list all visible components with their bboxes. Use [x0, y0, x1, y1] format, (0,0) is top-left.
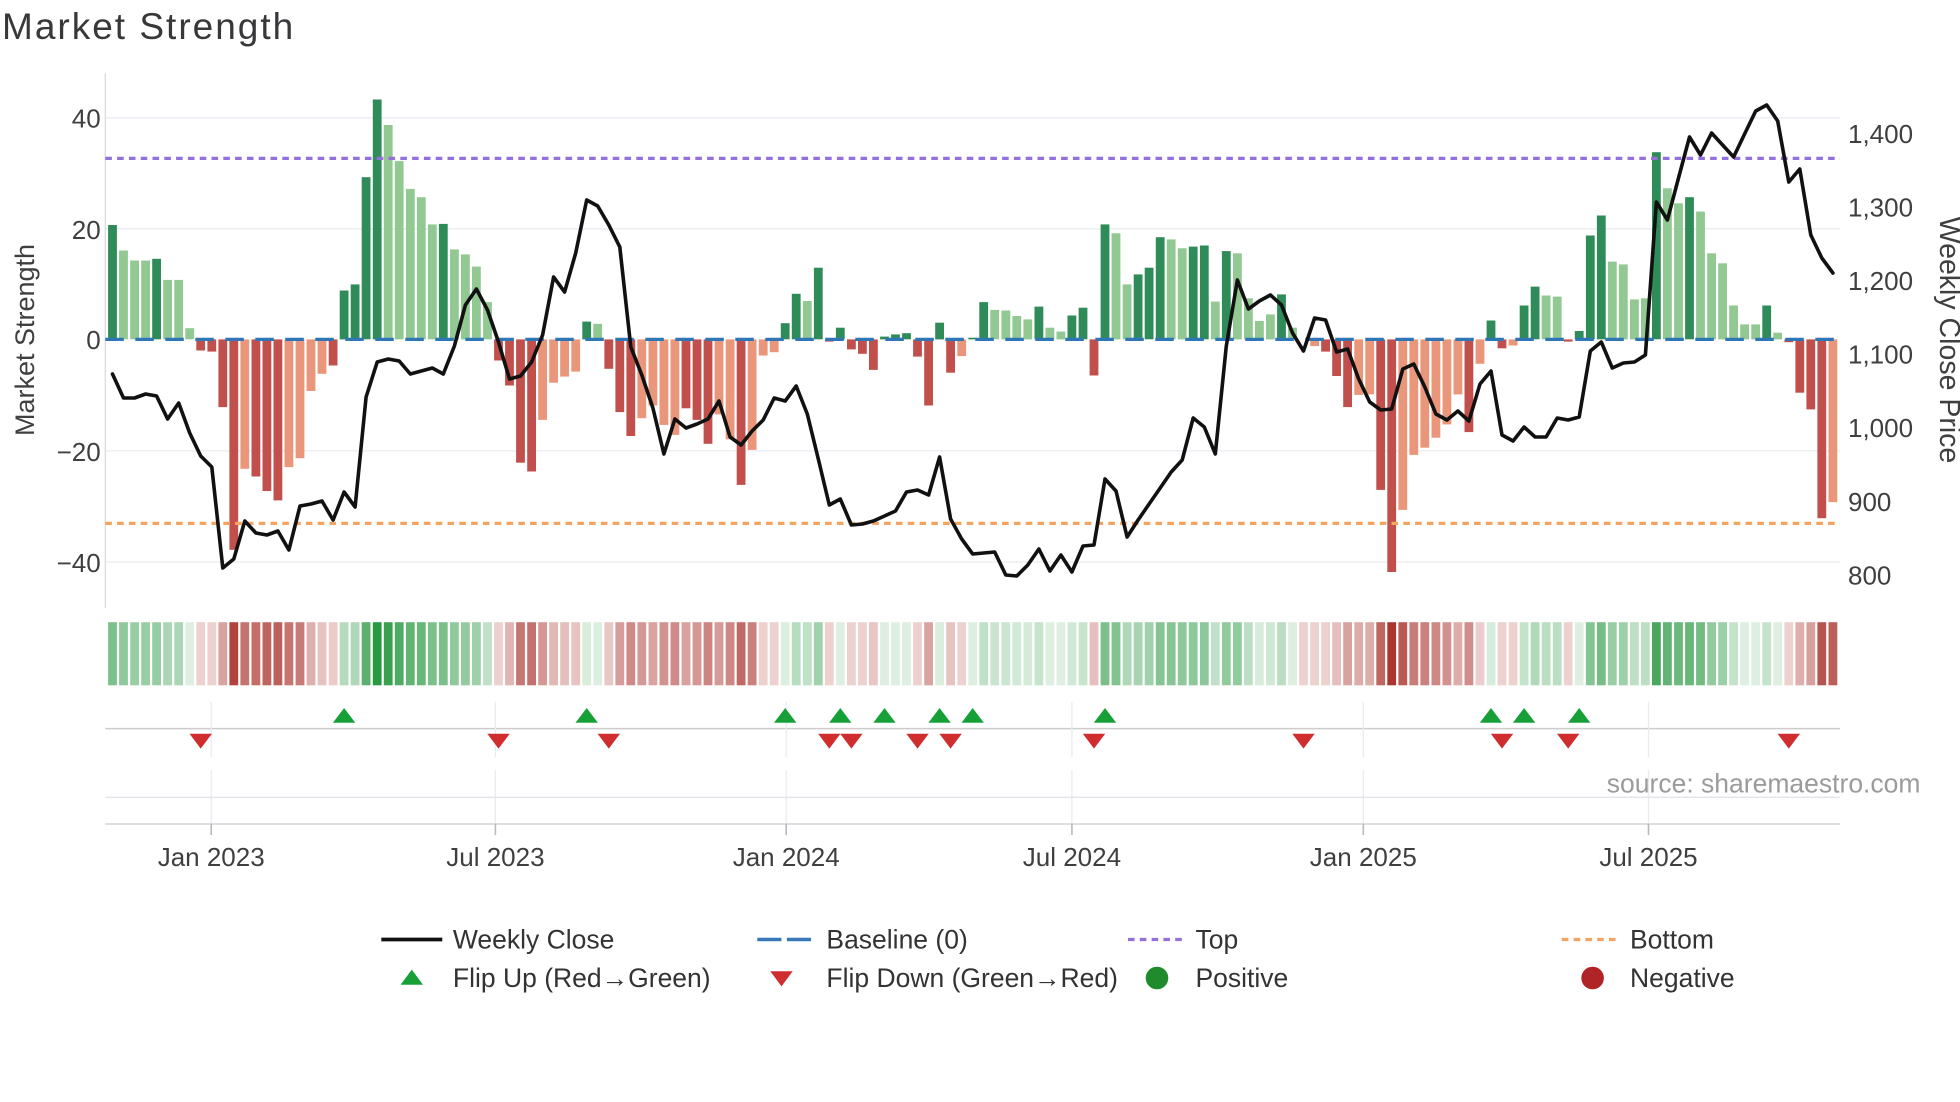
svg-text:source: sharemaestro.com: source: sharemaestro.com [1607, 769, 1921, 799]
svg-text:−20: −20 [57, 437, 101, 467]
svg-text:0: 0 [86, 325, 100, 355]
svg-text:Jan 2025: Jan 2025 [1310, 842, 1417, 872]
svg-text:Negative: Negative [1630, 963, 1735, 993]
svg-text:1,000: 1,000 [1848, 413, 1913, 443]
svg-text:−40: −40 [57, 548, 101, 578]
svg-text:Flip Up (Red→Green): Flip Up (Red→Green) [453, 963, 711, 993]
svg-text:Jul 2024: Jul 2024 [1023, 842, 1121, 872]
svg-text:Top: Top [1196, 925, 1239, 955]
svg-text:Jan 2024: Jan 2024 [733, 842, 840, 872]
svg-text:1,400: 1,400 [1848, 119, 1913, 149]
svg-text:1,300: 1,300 [1848, 193, 1913, 223]
svg-text:900: 900 [1848, 487, 1891, 517]
svg-text:Weekly Close: Weekly Close [453, 925, 615, 955]
svg-text:1,200: 1,200 [1848, 266, 1913, 296]
svg-text:40: 40 [72, 104, 101, 134]
svg-text:Jul 2025: Jul 2025 [1599, 842, 1697, 872]
svg-text:Flip Down (Green→Red): Flip Down (Green→Red) [826, 963, 1118, 993]
svg-text:1,100: 1,100 [1848, 340, 1913, 370]
svg-text:800: 800 [1848, 560, 1891, 590]
svg-text:Baseline (0): Baseline (0) [826, 925, 967, 955]
svg-text:Jan 2023: Jan 2023 [158, 842, 265, 872]
svg-text:20: 20 [72, 215, 101, 245]
svg-text:Jul 2023: Jul 2023 [446, 842, 544, 872]
svg-text:Positive: Positive [1196, 963, 1289, 993]
svg-text:Bottom: Bottom [1630, 925, 1714, 955]
svg-text:Weekly Close Price: Weekly Close Price [1933, 217, 1960, 464]
svg-text:Market Strength: Market Strength [2, 6, 295, 47]
svg-text:Market Strength: Market Strength [10, 244, 40, 436]
